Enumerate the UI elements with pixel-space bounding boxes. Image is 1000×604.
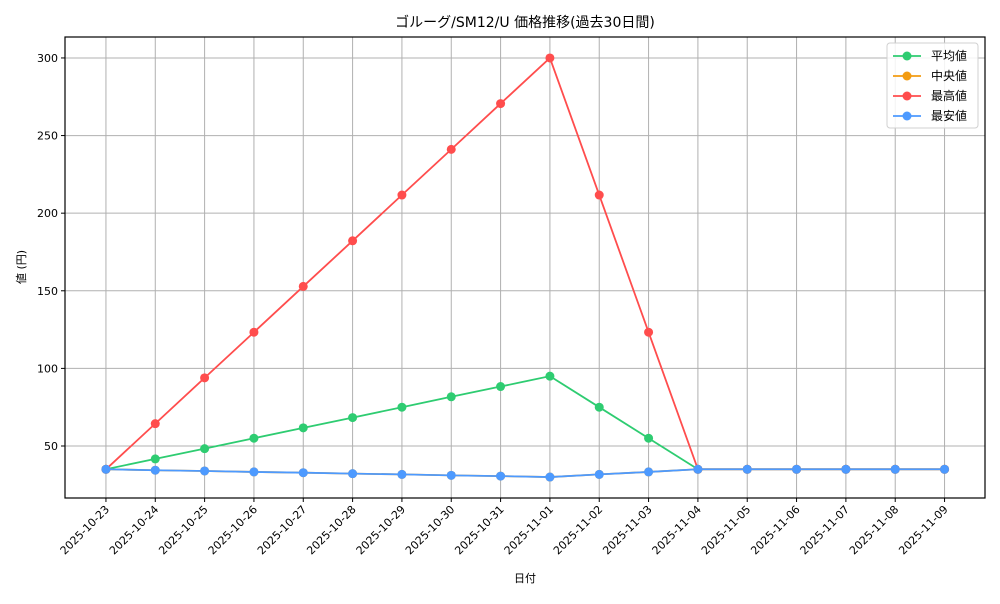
legend-label: 最高値 (931, 88, 967, 103)
grid (65, 37, 985, 498)
legend-label: 中央値 (931, 68, 967, 83)
x-tick-label: 2025-10-28 (304, 503, 358, 557)
y-tick-label: 250 (37, 130, 58, 143)
data-point (644, 433, 654, 443)
x-tick-label: 2025-11-02 (551, 503, 605, 557)
data-point (545, 472, 555, 482)
data-point (594, 402, 604, 412)
data-point (150, 419, 160, 429)
data-point (496, 382, 506, 392)
x-tick-label: 2025-10-26 (206, 503, 260, 557)
data-point (644, 327, 654, 337)
data-point (446, 392, 456, 402)
data-point (496, 99, 506, 109)
data-point (594, 469, 604, 479)
data-point (594, 190, 604, 200)
data-point (446, 144, 456, 154)
data-point (200, 373, 210, 383)
x-tick-label: 2025-10-27 (255, 503, 309, 557)
data-point (298, 281, 308, 291)
series-最高値 (101, 53, 950, 474)
y-tick-label: 150 (37, 285, 58, 298)
data-point (150, 465, 160, 475)
plot-frame (64, 36, 986, 499)
data-point (200, 466, 210, 476)
chart-title: ゴルーグ/SM12/U 価格推移(過去30日間) (395, 14, 655, 31)
data-point (545, 371, 555, 381)
x-tick-label: 2025-10-24 (107, 503, 161, 557)
x-axis-ticks: 2025-10-232025-10-242025-10-252025-10-26… (58, 498, 951, 557)
y-tick-label: 300 (37, 52, 58, 65)
y-tick-label: 100 (37, 362, 58, 375)
legend-marker-icon (902, 111, 912, 121)
x-tick-label: 2025-11-04 (650, 503, 704, 557)
legend-item: 中央値 (893, 68, 967, 83)
data-point (249, 433, 259, 443)
data-point (397, 469, 407, 479)
data-point (742, 464, 752, 474)
data-point (890, 464, 900, 474)
series-最安値 (101, 464, 950, 482)
data-point (150, 454, 160, 464)
x-tick-label: 2025-11-06 (748, 503, 802, 557)
data-point (101, 464, 111, 474)
data-point (397, 190, 407, 200)
legend-item: 平均値 (893, 48, 967, 63)
legend-label: 平均値 (931, 48, 967, 63)
x-tick-label: 2025-10-23 (58, 503, 112, 557)
y-tick-label: 50 (44, 440, 58, 453)
x-tick-label: 2025-11-08 (847, 503, 901, 557)
data-point (348, 236, 358, 246)
x-tick-label: 2025-10-31 (452, 503, 506, 557)
x-tick-label: 2025-10-29 (354, 503, 408, 557)
x-tick-label: 2025-11-03 (600, 503, 654, 557)
data-point (397, 402, 407, 412)
data-point (298, 423, 308, 433)
data-point (348, 469, 358, 479)
data-point (940, 464, 950, 474)
data-point (792, 464, 802, 474)
x-axis-label: 日付 (514, 572, 536, 585)
y-axis-label: 値 (円) (15, 250, 28, 284)
legend-item: 最安値 (893, 108, 967, 123)
legend-box (886, 42, 979, 129)
legend-marker-icon (902, 91, 912, 101)
series-line (105, 56, 945, 471)
legend-label: 最安値 (931, 108, 967, 123)
data-point (841, 464, 851, 474)
x-tick-label: 2025-11-09 (896, 503, 950, 557)
y-tick-label: 200 (37, 207, 58, 220)
data-point (348, 413, 358, 423)
data-point (693, 464, 703, 474)
series-line (105, 375, 945, 471)
series-中央値 (101, 464, 950, 482)
data-point (298, 468, 308, 478)
data-point (446, 470, 456, 480)
legend-marker-icon (902, 71, 912, 81)
x-tick-label: 2025-10-30 (403, 503, 457, 557)
x-tick-label: 2025-10-25 (156, 503, 210, 557)
y-axis-ticks: 50 100 150 200 250 300 (37, 52, 65, 453)
data-point (249, 327, 259, 337)
legend-item: 最高値 (893, 88, 967, 103)
series-line (105, 468, 945, 478)
series-平均値 (101, 371, 950, 474)
data-point (249, 467, 259, 477)
x-tick-label: 2025-11-07 (798, 503, 852, 557)
data-point (496, 471, 506, 481)
x-tick-label: 2025-11-01 (502, 503, 556, 557)
data-point (545, 53, 555, 63)
legend-marker-icon (902, 51, 912, 61)
series-lines (101, 53, 950, 482)
data-point (644, 467, 654, 477)
x-tick-label: 2025-11-05 (699, 503, 753, 557)
data-point (200, 444, 210, 454)
